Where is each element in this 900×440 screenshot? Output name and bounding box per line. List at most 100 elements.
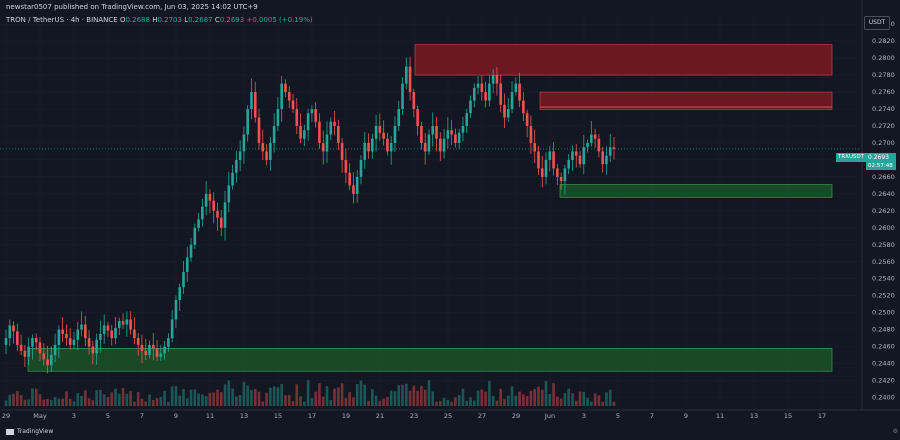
candle-body xyxy=(216,210,219,218)
time-tick-label: 11 xyxy=(206,412,214,420)
volume-bar xyxy=(231,388,234,406)
candle-body xyxy=(484,92,487,101)
symbol-price-tag: TRXUSDT xyxy=(836,153,866,162)
volume-bar xyxy=(4,400,8,406)
volume-bar xyxy=(371,389,374,406)
volume-bar xyxy=(121,388,125,406)
price-tick-label: 0.2620 xyxy=(872,207,895,215)
candle-body xyxy=(80,324,83,330)
candle-body xyxy=(265,151,268,160)
candle-body xyxy=(269,142,272,160)
candle-body xyxy=(182,271,185,288)
volume-bar xyxy=(548,393,552,406)
volume-bar xyxy=(363,384,367,406)
candle-body xyxy=(597,138,601,152)
volume-bar xyxy=(321,396,325,406)
volume-bar xyxy=(488,381,491,406)
candle-body xyxy=(469,100,472,114)
demand-zone[interactable] xyxy=(27,348,833,372)
volume-bar xyxy=(484,391,487,406)
price-tick-label: 0.2660 xyxy=(872,173,895,181)
candle-body xyxy=(38,342,42,354)
time-tick-label: 7 xyxy=(650,412,654,420)
settings-icon[interactable]: ⚙ xyxy=(892,428,898,435)
candle-body xyxy=(114,327,117,339)
volume-bar xyxy=(404,383,408,406)
volume-bar xyxy=(423,389,427,406)
price-tick-label: 0.2440 xyxy=(872,360,895,368)
volume-bar xyxy=(563,393,567,406)
candle-body xyxy=(23,350,27,357)
tradingview-logo[interactable]: TradingView xyxy=(6,428,53,435)
high-value: 0.2703 xyxy=(157,16,182,24)
candle-body xyxy=(201,206,204,220)
candle-body xyxy=(522,100,525,114)
volume-bar xyxy=(325,386,329,406)
candle-body xyxy=(208,193,212,201)
volume-bar xyxy=(65,391,68,406)
volume-bar xyxy=(46,398,49,406)
volume-bar xyxy=(57,398,61,406)
candle-body xyxy=(578,155,582,165)
time-tick-label: 17 xyxy=(308,412,316,420)
volume-bar xyxy=(216,389,219,406)
volume-bar xyxy=(204,396,208,406)
candle-body xyxy=(227,185,231,203)
supply-zone[interactable] xyxy=(539,91,833,107)
volume-bar xyxy=(352,397,355,406)
candle-body xyxy=(148,344,151,356)
candle-body xyxy=(457,132,461,143)
volume-bar xyxy=(189,389,193,406)
candle-body xyxy=(261,142,265,152)
candle-body xyxy=(136,338,140,345)
candle-body xyxy=(91,346,95,354)
volume-bar xyxy=(333,388,336,406)
volume-bar xyxy=(102,394,106,406)
volume-bar xyxy=(533,388,536,406)
candle-body xyxy=(495,75,499,84)
price-tick-label: 0.2520 xyxy=(872,292,895,300)
candle-body xyxy=(435,126,438,139)
volume-bar xyxy=(34,388,38,406)
supply-zone[interactable] xyxy=(414,44,833,76)
volume-bar xyxy=(38,394,42,406)
candle-body xyxy=(574,151,578,156)
candle-body xyxy=(431,126,435,135)
candle-body xyxy=(125,319,129,325)
volume-bar xyxy=(461,388,465,406)
volume-bar xyxy=(91,400,95,406)
last-price-label: 0.2693 xyxy=(866,153,896,162)
candle-body xyxy=(506,109,510,118)
candle-body xyxy=(84,324,87,339)
close-value: 0.2693 xyxy=(219,16,245,24)
candle-body xyxy=(4,338,8,345)
volume-bar xyxy=(16,391,19,406)
demand-zone[interactable] xyxy=(559,184,833,198)
time-axis[interactable]: 29 May 3 5 7 9 11 13 15 17 19 21 23 25 27 29 Jun 3 5 7 9 11 13… xyxy=(2,412,826,420)
volume-bar xyxy=(87,398,91,406)
price-axis[interactable]: 0.28400.28200.28000.27800.27600.27400.27… xyxy=(872,20,895,401)
currency-button[interactable]: USDT xyxy=(864,16,890,30)
candle-body xyxy=(291,100,295,110)
candle-body xyxy=(50,355,53,366)
candle-body xyxy=(246,109,249,135)
volume-bar xyxy=(148,394,151,406)
volume-bar xyxy=(608,389,612,406)
candle-body xyxy=(333,121,336,126)
supply-zone[interactable] xyxy=(539,107,833,110)
volume-bar xyxy=(480,389,484,406)
candle-body xyxy=(68,338,72,345)
candle-body xyxy=(472,87,476,101)
candle-body xyxy=(397,109,401,126)
price-tick-label: 0.2580 xyxy=(872,241,895,249)
volume-layer xyxy=(4,380,616,406)
volume-bar xyxy=(235,396,238,406)
candle-body xyxy=(348,172,351,186)
volume-bar xyxy=(472,400,476,406)
candle-body xyxy=(612,147,616,149)
candle-body xyxy=(231,172,234,186)
time-tick-label: 21 xyxy=(376,412,384,420)
volume-bar xyxy=(284,395,287,406)
symbol-name[interactable]: TRON / TetherUS · 4h · BINANCE xyxy=(6,16,118,24)
